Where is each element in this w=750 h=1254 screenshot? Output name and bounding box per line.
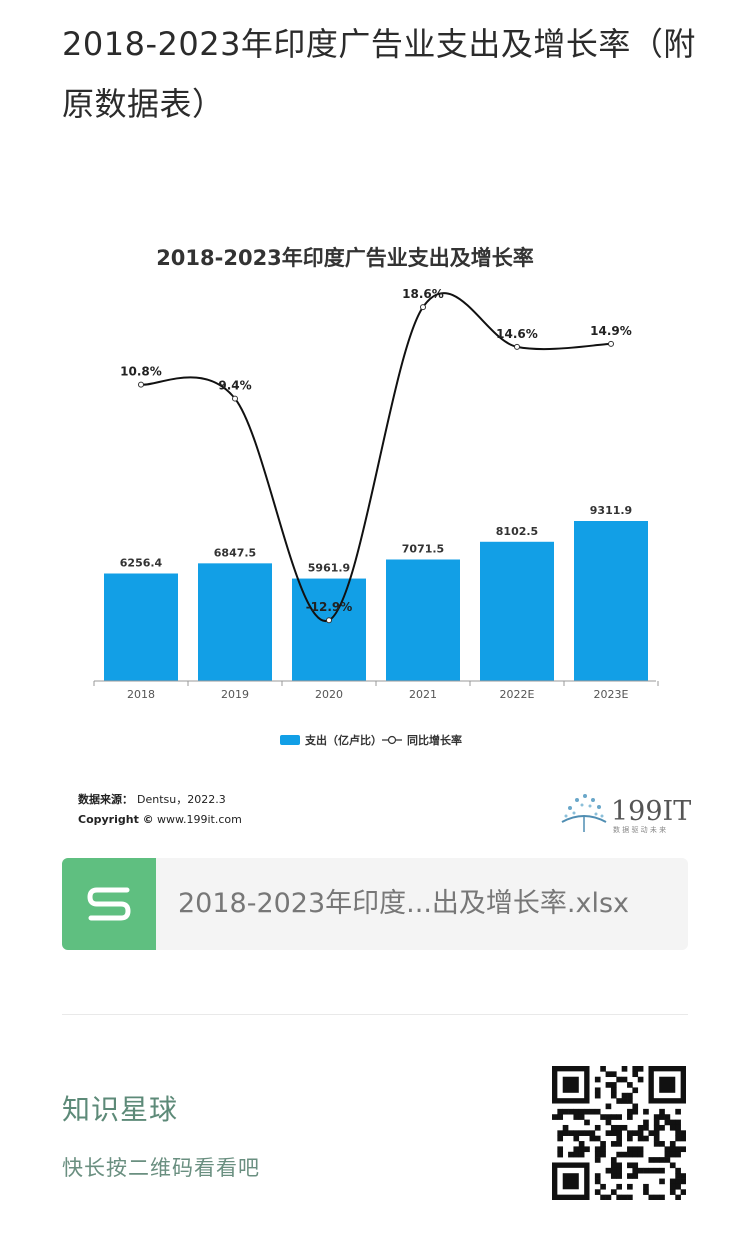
- promo-subtitle: 快长按二维码看看吧: [62, 1156, 260, 1180]
- promo-title: 知识星球: [62, 1093, 179, 1126]
- x-tick-label: 2021: [409, 688, 437, 701]
- growth-rate-point: [514, 343, 520, 350]
- dandelion-logo-icon: [561, 794, 607, 832]
- qr-code-icon[interactable]: [552, 1066, 687, 1201]
- x-tick-label: 2023E: [594, 688, 629, 701]
- growth-rate-point: [138, 381, 144, 388]
- bar-2023E: [574, 521, 648, 681]
- bar-line-chart: 2018-2023年印度广告业支出及增长率 6256.4 6847.5 5961.9…: [78, 246, 691, 834]
- chart-source: 数据来源： Dentsu，2022.3 Copyright © www.199i…: [78, 792, 242, 826]
- growth-rate-point: [420, 304, 426, 311]
- copyright-value: www.199it.com: [157, 813, 242, 826]
- spreadsheet-s-icon: [62, 858, 156, 950]
- growth-rate-label: 10.8%: [120, 365, 162, 379]
- article-title: 2018-2023年印度广告业支出及增长率（附原数据表）: [62, 25, 696, 123]
- ticks-layer: 2018 2019 2020 2021 2022E 2023E: [93, 681, 659, 701]
- source-value: Dentsu，2022.3: [137, 793, 226, 806]
- x-tick-label: 2018: [127, 688, 155, 701]
- source-label: 数据来源：: [78, 792, 133, 806]
- attachment-file-name[interactable]: 2018-2023年印度...出及增长率.xlsx: [178, 888, 630, 919]
- bar-value-label: 7071.5: [402, 542, 444, 555]
- bar-2019: [198, 563, 272, 681]
- chart-image: 2018-2023年印度广告业支出及增长率 6256.4 6847.5 5961.9…: [62, 210, 702, 850]
- bar-2022E: [480, 541, 554, 681]
- x-tick-label: 2020: [315, 688, 343, 701]
- copyright-label: Copyright ©: [78, 813, 154, 826]
- logo-199it: 199IT 数 据 驱 动 未 来: [561, 794, 691, 834]
- legend-line-marker: [387, 735, 397, 745]
- bars-layer: 6256.4 6847.5 5961.9 7071.5 8102.5 9311.9: [104, 504, 648, 681]
- bar-2021: [386, 559, 460, 681]
- bar-value-label: 9311.9: [590, 504, 632, 517]
- growth-rate-point: [232, 395, 238, 402]
- growth-rate-point: [608, 340, 614, 347]
- growth-rate-label: 9.4%: [218, 379, 251, 393]
- x-tick-label: 2019: [221, 688, 249, 701]
- legend-bar-label: 支出（亿卢比）: [304, 733, 382, 747]
- bar-value-label: 8102.5: [496, 525, 538, 538]
- growth-rate-label: 14.6%: [496, 327, 538, 341]
- growth-rate-label: 18.6%: [402, 287, 444, 301]
- line-layer: 10.8% 9.4% -12.9% 18.6% 14.6% 14.9%: [120, 287, 632, 624]
- x-tick-label: 2022E: [500, 688, 535, 701]
- growth-rate-point: [326, 617, 332, 624]
- section-divider: [62, 1014, 688, 1015]
- logo-slogan: 数 据 驱 动 未 来: [613, 825, 666, 834]
- bar-value-label: 5961.9: [308, 562, 350, 575]
- attachment-file-card[interactable]: 2018-2023年印度...出及增长率.xlsx: [62, 858, 688, 950]
- chart-title: 2018-2023年印度广告业支出及增长率: [156, 246, 534, 270]
- growth-rate-label: -12.9%: [306, 600, 353, 614]
- logo-text: 199IT: [611, 796, 691, 827]
- growth-rate-label: 14.9%: [590, 324, 632, 338]
- bar-value-label: 6256.4: [120, 557, 163, 570]
- bar-2018: [104, 573, 178, 681]
- chart-legend: 支出（亿卢比） 同比增长率: [280, 733, 462, 747]
- legend-line-label: 同比增长率: [407, 733, 462, 747]
- bar-value-label: 6847.5: [214, 546, 256, 559]
- legend-bar-swatch: [280, 735, 300, 745]
